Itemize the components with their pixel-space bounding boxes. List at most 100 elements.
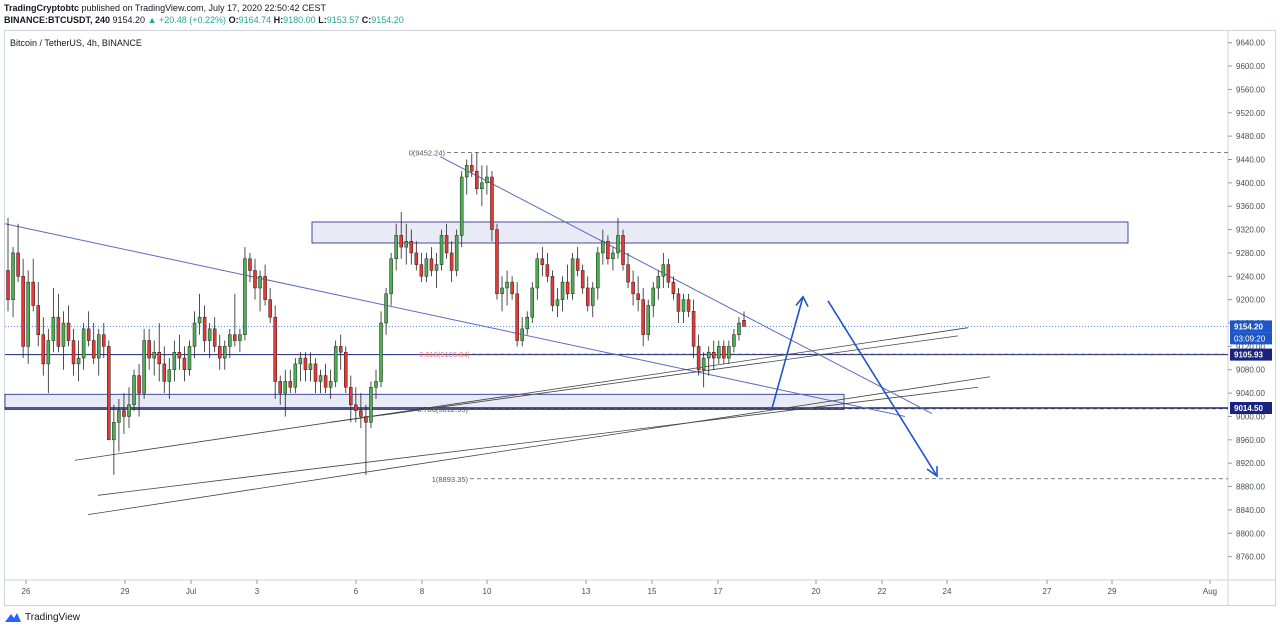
bearish-projection-arrow <box>827 300 938 477</box>
author-name[interactable]: TradingCryptobtc <box>4 3 80 13</box>
candle-body <box>142 340 146 394</box>
candle-body <box>369 387 373 423</box>
candle-body <box>621 235 625 265</box>
candle-body <box>338 346 343 353</box>
y-tick-label: 9040.00 <box>1236 389 1265 398</box>
high-label: H: <box>273 15 284 25</box>
candle-body <box>394 235 398 260</box>
candle-body <box>354 404 358 411</box>
candle-body <box>278 381 282 394</box>
candle-body <box>570 258 575 295</box>
candle-body <box>313 363 318 382</box>
candle-body <box>71 340 76 365</box>
y-tick-label: 9120.00 <box>1236 342 1265 351</box>
candle-body <box>318 375 323 382</box>
candle-body <box>323 375 328 388</box>
x-tick-label: Aug <box>1203 587 1217 596</box>
low-label: L: <box>318 15 327 25</box>
candle-body <box>36 305 41 335</box>
candle-body <box>152 351 156 359</box>
candle-body <box>485 176 489 184</box>
footer-brand[interactable]: TradingView <box>4 608 80 626</box>
y-tick-label: 8880.00 <box>1236 483 1265 492</box>
candle-body <box>671 281 676 295</box>
candle-body <box>424 258 429 277</box>
y-tick-label: 9360.00 <box>1236 202 1265 211</box>
candle-body <box>122 410 126 417</box>
candle-body <box>555 299 560 306</box>
candle-body <box>243 258 247 335</box>
candle-body <box>439 235 444 265</box>
y-tick-label: 9000.00 <box>1236 412 1265 421</box>
candle-body <box>641 299 645 335</box>
candle-body <box>207 328 212 341</box>
candle-body <box>530 287 535 318</box>
candle-body <box>76 357 81 365</box>
price-tag-label: 9014.50 <box>1234 404 1263 413</box>
y-tick-label: 8960.00 <box>1236 436 1265 445</box>
y-tick-label: 9400.00 <box>1236 179 1265 188</box>
candle-body <box>717 346 721 359</box>
candle-body <box>616 235 620 254</box>
chart-frame[interactable] <box>4 30 1276 606</box>
candle-body <box>611 252 615 260</box>
chart-symbol-title: Bitcoin / TetherUS, 4h, BINANCE <box>10 38 142 48</box>
close-value: 9154.20 <box>371 15 404 25</box>
fib-level-label: 1(8893.35) <box>432 475 469 484</box>
candle-body <box>253 270 257 289</box>
y-tick-label: 9240.00 <box>1236 272 1265 281</box>
footer-brand-text: TradingView <box>25 611 81 623</box>
x-tick-label: 3 <box>255 587 260 596</box>
candle-body <box>515 293 519 341</box>
y-tick-label: 9320.00 <box>1236 226 1265 235</box>
candle-body <box>41 334 46 365</box>
candle-body <box>263 276 267 300</box>
candle-body <box>197 316 202 324</box>
close-label: C: <box>361 15 372 25</box>
candle-body <box>288 381 293 388</box>
candle-body <box>606 241 610 260</box>
candle-body <box>268 299 272 318</box>
candle-body <box>248 258 252 271</box>
candle-body <box>117 410 121 423</box>
candle-body <box>475 170 479 189</box>
x-tick-label: 10 <box>483 587 492 596</box>
candle-body <box>636 293 640 300</box>
candle-body <box>565 281 570 295</box>
bullish-arrowhead <box>795 295 809 308</box>
candle-body <box>258 276 262 289</box>
candle-body <box>470 165 474 172</box>
y-tick-label: 9080.00 <box>1236 366 1265 375</box>
candle-body <box>374 381 378 388</box>
candle-body <box>172 351 177 370</box>
y-tick-label: 9600.00 <box>1236 62 1265 71</box>
candle-body <box>399 235 403 248</box>
candle-body <box>560 281 565 300</box>
x-tick-label: 20 <box>812 587 821 596</box>
candle-body <box>454 235 459 271</box>
candle-body <box>444 235 449 254</box>
candle-body <box>711 351 716 359</box>
candle-body <box>86 328 91 341</box>
y-tick-label: 9560.00 <box>1236 85 1265 94</box>
down-trendline-short <box>439 156 933 414</box>
candle-body <box>626 264 630 283</box>
candle-body <box>520 328 524 341</box>
resistance-zone <box>311 221 1129 244</box>
candle-body <box>545 264 550 277</box>
candle-body <box>495 229 499 295</box>
y-tick-label: 9480.00 <box>1236 132 1265 141</box>
candle-body <box>585 287 590 306</box>
candle-body <box>11 252 15 300</box>
fib-level-label: 0(9452.24) <box>409 148 446 157</box>
candle-body <box>661 264 666 277</box>
candle-body <box>162 363 167 382</box>
candle-body <box>535 258 540 289</box>
candle-body <box>56 316 61 347</box>
chart-header: TradingCryptobtc published on TradingVie… <box>4 2 404 26</box>
x-tick-label: Jul <box>186 587 196 596</box>
x-tick-label: 13 <box>582 587 591 596</box>
x-tick-label: 24 <box>943 587 952 596</box>
candle-body <box>540 258 545 265</box>
